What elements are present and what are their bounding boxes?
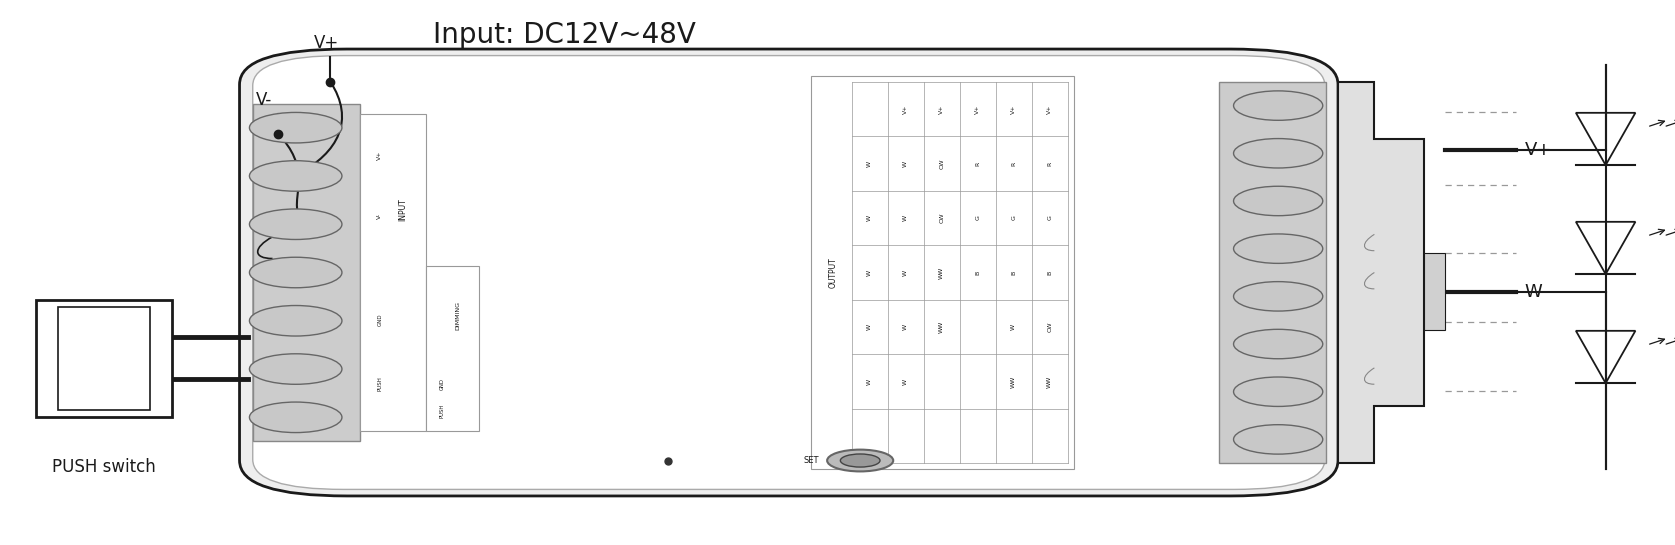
Circle shape [250,209,342,239]
Text: W: W [868,160,873,167]
Circle shape [1233,425,1323,454]
Text: GND: GND [377,313,382,326]
Text: W: W [903,215,908,221]
Text: OUTPUT: OUTPUT [829,257,838,288]
Bar [1219,82,1327,463]
Text: W: W [1012,324,1017,330]
Text: G: G [1012,216,1017,220]
Bar [360,114,425,431]
Circle shape [250,402,342,433]
Bar [253,104,360,441]
Text: R: R [1047,161,1052,166]
Text: W: W [903,324,908,330]
Text: WW: WW [1012,376,1017,387]
Circle shape [1233,186,1323,216]
Text: W: W [868,269,873,276]
Text: CW: CW [1047,322,1052,332]
Circle shape [250,257,342,288]
Circle shape [1233,282,1323,311]
Bar [425,266,479,431]
Text: PUSH switch: PUSH switch [52,458,156,476]
Circle shape [1233,377,1323,407]
FancyBboxPatch shape [253,56,1325,489]
Text: WW: WW [1047,376,1052,387]
Text: WW: WW [940,321,945,333]
Bar [37,300,173,417]
Text: B: B [1012,270,1017,275]
Text: W: W [903,269,908,276]
Text: R: R [1012,161,1017,166]
Text: G: G [975,216,980,220]
Circle shape [250,112,342,143]
Text: SET: SET [804,456,819,465]
Polygon shape [1424,253,1446,330]
Text: W: W [868,378,873,385]
Text: B: B [1047,270,1052,275]
Text: W: W [868,215,873,221]
Polygon shape [1338,82,1424,463]
Text: V+: V+ [975,104,980,114]
Circle shape [841,454,879,467]
Text: DIMMING: DIMMING [456,301,461,330]
Text: G: G [1047,216,1052,220]
Text: CW: CW [940,158,945,169]
FancyBboxPatch shape [240,49,1338,496]
Text: V+: V+ [903,104,908,114]
Text: V+: V+ [1524,141,1553,160]
Text: CW: CW [940,213,945,223]
Circle shape [1233,91,1323,120]
Circle shape [250,306,342,336]
Text: V+: V+ [1047,104,1052,114]
Text: W: W [903,160,908,167]
Bar [59,307,151,410]
Circle shape [250,161,342,191]
Text: WW: WW [940,267,945,278]
Text: V+: V+ [313,34,338,52]
Text: INPUT: INPUT [399,198,407,221]
Text: W: W [868,324,873,330]
Text: V-: V- [256,91,273,109]
Text: PUSH: PUSH [439,404,444,418]
Bar [811,76,1074,469]
Text: W: W [1524,282,1543,301]
Text: V+: V+ [377,151,382,160]
Text: Input: DC12V~48V: Input: DC12V~48V [432,21,695,49]
Text: B: B [975,270,980,275]
Text: GND: GND [439,379,444,390]
Text: R: R [975,161,980,166]
Text: W: W [903,378,908,385]
Circle shape [250,354,342,384]
Text: PUSH: PUSH [377,376,382,391]
Circle shape [1233,138,1323,168]
Circle shape [827,450,893,471]
Text: V+: V+ [940,104,945,114]
Text: V-: V- [377,213,382,219]
Circle shape [1233,329,1323,359]
Text: V+: V+ [1012,104,1017,114]
Circle shape [1233,234,1323,263]
